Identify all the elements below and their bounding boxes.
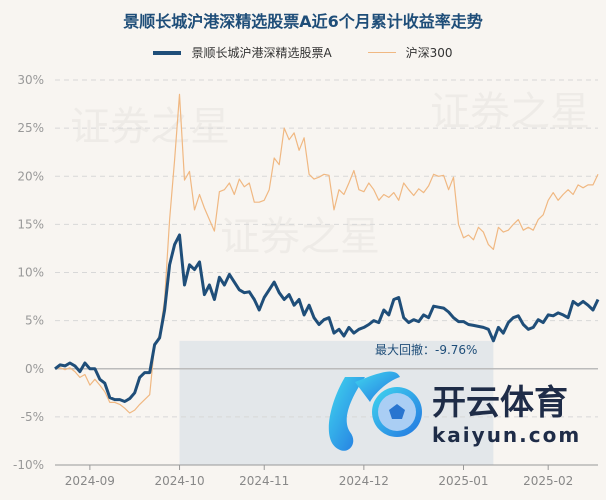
chart-title: 景顺长城沪港深精选股票A近6个月累计收益率走势	[123, 12, 483, 31]
y-tick-label: 25%	[17, 121, 44, 135]
y-tick-label: 30%	[17, 73, 44, 87]
y-tick-label: 0%	[25, 362, 44, 376]
y-tick-label: 5%	[25, 314, 44, 328]
legend-swatch-fund	[153, 50, 182, 55]
legend-label-index: 沪深300	[405, 46, 453, 60]
x-tick-label: 2024-10	[154, 474, 204, 488]
legend-item-fund[interactable]: 景顺长城沪港深精选股票A	[153, 44, 332, 61]
series-line-fund	[54, 233, 600, 403]
logo-cn: 开云体育	[432, 383, 568, 423]
y-tick-label: 20%	[17, 169, 44, 183]
y-tick-label: 10%	[17, 266, 44, 280]
legend-swatch-index	[367, 52, 396, 53]
watermark-text: 证券之星	[70, 104, 230, 150]
logo-k-shape	[328, 377, 365, 451]
y-tick-label: -10%	[13, 458, 44, 472]
series-line-index	[54, 93, 599, 414]
x-tick-label: 2024-09	[65, 474, 115, 488]
x-tick-label: 2025-01	[438, 474, 488, 488]
x-tick-label: 2024-12	[339, 474, 389, 488]
logo-k-arm	[355, 371, 400, 402]
legend-label-fund: 景顺长城沪港深精选股票A	[191, 46, 332, 60]
logo-en: kaiyun.com	[432, 423, 581, 447]
drawdown-annotation: 最大回撤：-9.76%	[375, 342, 477, 357]
y-tick-label: -5%	[21, 410, 44, 424]
watermark-text: 证券之星	[220, 214, 380, 260]
y-tick-label: 15%	[17, 217, 44, 231]
legend-item-index[interactable]: 沪深300	[367, 44, 453, 61]
logo-ball-patch	[389, 404, 405, 419]
legend: 景顺长城沪港深精选股票A 沪深300	[0, 44, 606, 61]
x-tick-label: 2024-11	[239, 474, 289, 488]
x-tick-label: 2025-02	[523, 474, 573, 488]
